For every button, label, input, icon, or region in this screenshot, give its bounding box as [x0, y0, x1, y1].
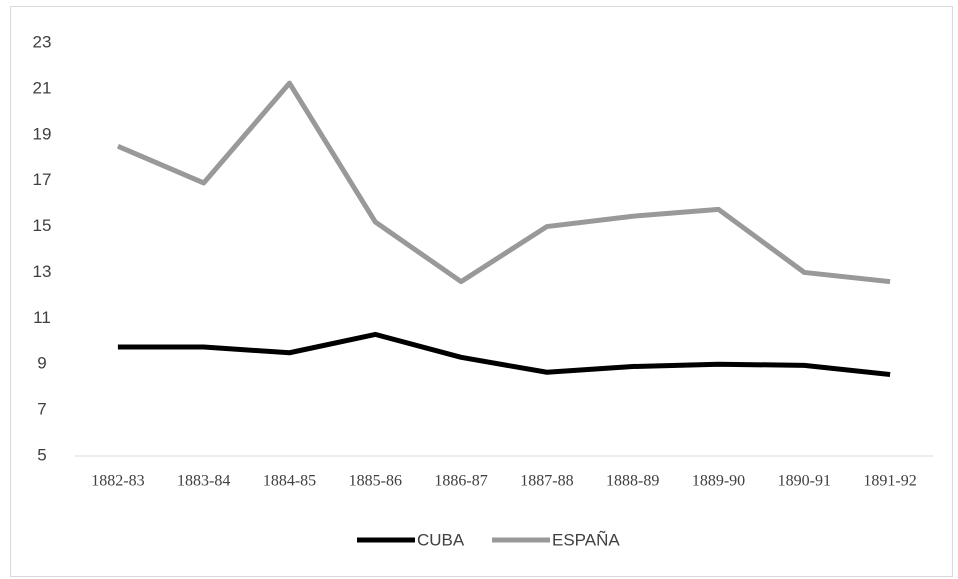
x-tick-label: 1883-84 — [177, 473, 230, 490]
series-line — [117, 331, 891, 378]
y-tick-label: 13 — [33, 262, 52, 281]
y-tick-label: 9 — [37, 354, 46, 373]
y-tick-label: 11 — [33, 308, 51, 327]
x-tick-label: 1889-90 — [692, 473, 745, 490]
legend-label: CUBA — [417, 530, 465, 549]
x-tick-label: 1885-86 — [349, 473, 402, 490]
series-line — [116, 80, 891, 285]
legend-label: ESPAÑA — [552, 530, 620, 549]
chart-border — [10, 6, 953, 577]
y-tick-label: 7 — [37, 400, 46, 419]
y-tick-label: 21 — [33, 78, 52, 97]
y-tick-label: 5 — [37, 445, 46, 464]
x-tick-label: 1884-85 — [263, 473, 316, 490]
x-tick-label: 1886-87 — [434, 473, 487, 490]
y-tick-label: 17 — [33, 170, 52, 189]
x-tick-label: 1888-89 — [606, 473, 659, 490]
y-tick-label: 15 — [33, 216, 52, 235]
x-tick-label: 1890-91 — [778, 473, 831, 490]
y-tick-label: 23 — [33, 32, 52, 51]
x-tick-label: 1891-92 — [863, 473, 916, 490]
x-tick-label: 1887-88 — [520, 473, 573, 490]
x-tick-label: 1882-83 — [91, 473, 144, 490]
y-tick-label: 19 — [33, 124, 52, 143]
